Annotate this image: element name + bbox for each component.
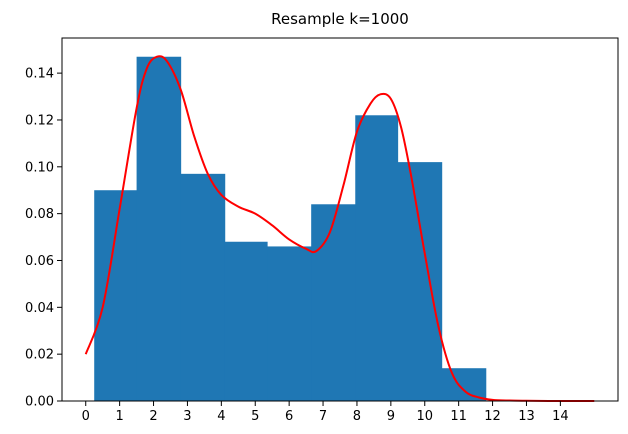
x-tick-label-8: 8 <box>353 409 361 424</box>
x-tick-label-2: 2 <box>149 409 157 424</box>
histogram-bar-6 <box>355 115 399 401</box>
y-tick-label-0: 0.00 <box>25 395 54 410</box>
histogram-bar-4 <box>267 246 312 401</box>
plot-frame <box>61 37 619 402</box>
x-tick-label-13: 13 <box>518 409 535 424</box>
y-tick-label-4: 0.08 <box>25 207 54 222</box>
histogram-bar-8 <box>441 368 487 401</box>
histogram-bar-0 <box>94 190 138 401</box>
x-tick-label-7: 7 <box>319 409 327 424</box>
y-tick-label-1: 0.02 <box>25 348 54 363</box>
histogram-bar-7 <box>397 162 443 401</box>
y-tick-label-2: 0.04 <box>25 301 54 316</box>
y-tick-label-6: 0.12 <box>25 113 54 128</box>
histogram-bar-3 <box>224 241 268 401</box>
x-tick-label-3: 3 <box>183 409 191 424</box>
x-tick-label-4: 4 <box>217 409 225 424</box>
histogram-bar-5 <box>311 204 356 401</box>
histogram-bar-1 <box>136 56 182 402</box>
y-axis: 0.00 0.02 0.04 0.06 0.08 0.10 0.12 0.14 <box>25 67 62 410</box>
chart-title: Resample k=1000 <box>271 10 409 28</box>
y-tick-label-7: 0.14 <box>25 67 54 82</box>
x-tick-label-10: 10 <box>416 409 433 424</box>
x-tick-label-9: 9 <box>387 409 395 424</box>
histogram-bars <box>94 56 487 402</box>
x-tick-label-14: 14 <box>552 409 569 424</box>
x-tick-label-6: 6 <box>285 409 293 424</box>
x-tick-label-12: 12 <box>484 409 501 424</box>
x-tick-label-0: 0 <box>82 409 90 424</box>
x-tick-label-1: 1 <box>115 409 123 424</box>
x-tick-label-5: 5 <box>251 409 259 424</box>
x-axis: 0 1 2 3 4 5 6 7 8 9 10 11 12 13 14 <box>82 401 569 424</box>
density-curve-group <box>84 55 595 403</box>
histogram-bar-2 <box>180 173 226 401</box>
y-tick-label-5: 0.10 <box>25 160 54 175</box>
density-curve <box>84 55 595 403</box>
x-tick-label-11: 11 <box>450 409 467 424</box>
y-tick-label-3: 0.06 <box>25 254 54 269</box>
